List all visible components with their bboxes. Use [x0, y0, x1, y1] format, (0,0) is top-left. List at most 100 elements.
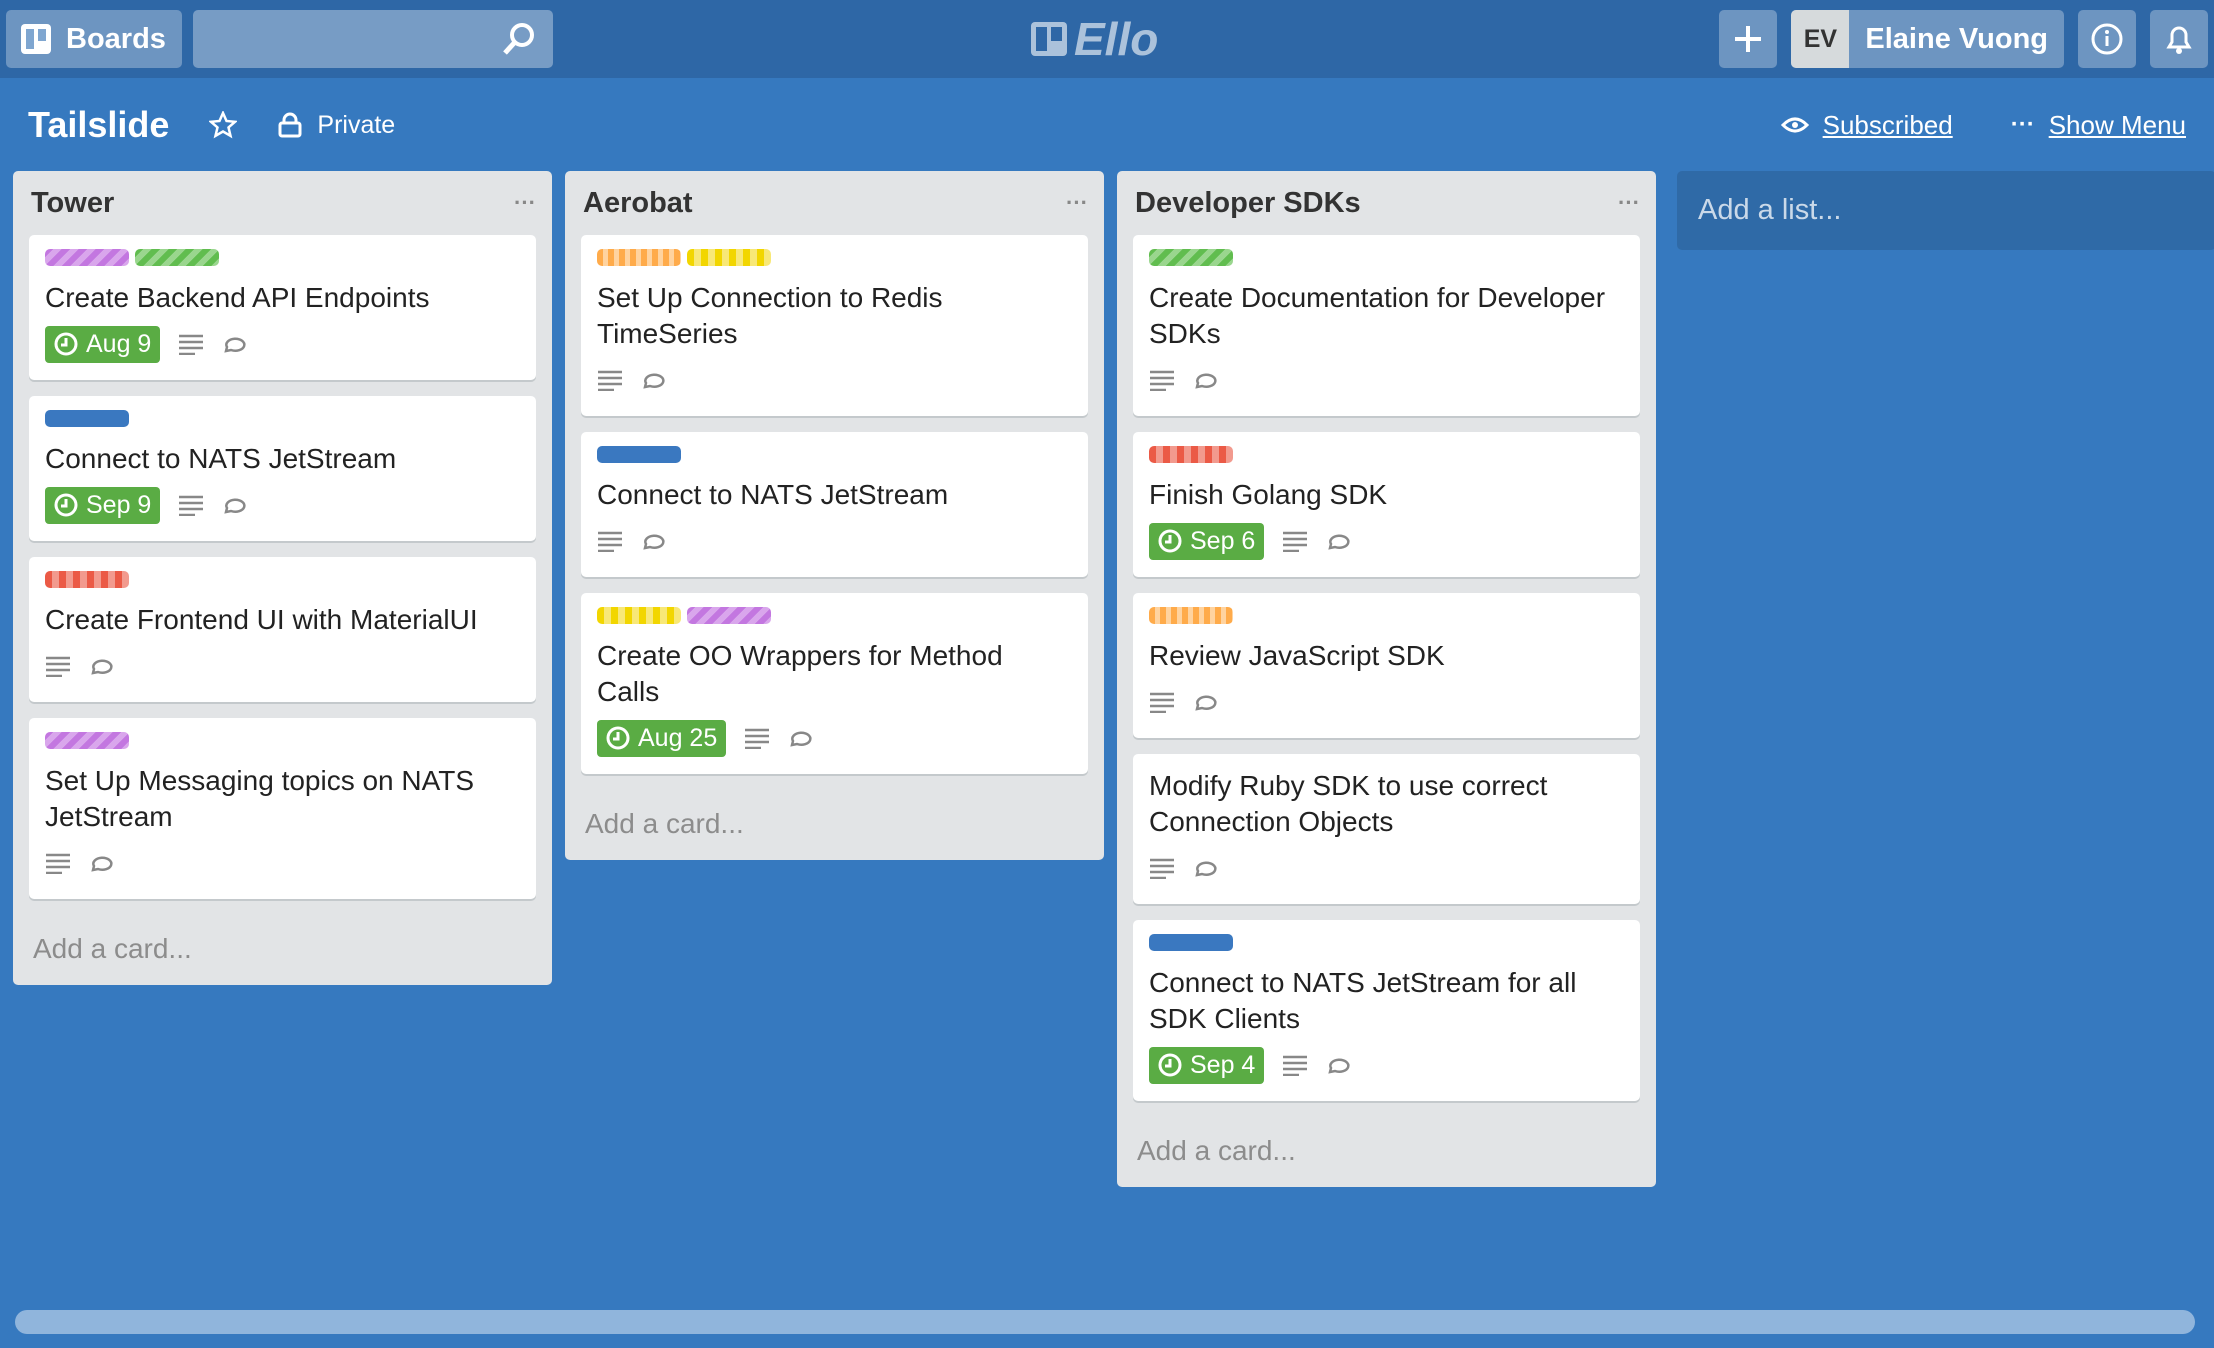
- badges: Aug 25: [597, 718, 1072, 758]
- description-icon: [46, 853, 70, 874]
- board-header: Tailslide Private Subscribed ··· Show Me…: [0, 78, 2214, 172]
- badges: [597, 521, 1072, 561]
- card[interactable]: Set Up Messaging topics on NATS JetStrea…: [29, 718, 536, 899]
- list-menu[interactable]: ···: [1066, 190, 1088, 215]
- badges: Sep 6: [1149, 521, 1624, 561]
- user-name: Elaine Vuong: [1865, 22, 2048, 55]
- card[interactable]: Create Frontend UI with MaterialUI: [29, 557, 536, 702]
- add-card[interactable]: Add a card...: [33, 933, 192, 964]
- label: [45, 249, 129, 266]
- label: [597, 446, 681, 463]
- card[interactable]: Create Backend API Endpoints Aug 9: [29, 235, 536, 380]
- label: [1149, 249, 1233, 266]
- list-name[interactable]: Developer SDKs: [1135, 186, 1361, 219]
- clock-icon: [54, 332, 78, 356]
- bell-icon: [2166, 26, 2192, 54]
- comment-icon: [91, 856, 113, 872]
- show-menu-link[interactable]: Show Menu: [2048, 109, 2186, 140]
- notifications-button[interactable]: [2150, 10, 2208, 68]
- add-card[interactable]: Add a card...: [1137, 1135, 1296, 1166]
- boards-button[interactable]: Boards: [6, 10, 182, 68]
- description-icon: [1283, 1055, 1308, 1076]
- subscribed-link[interactable]: Subscribed: [1822, 109, 1953, 140]
- description-icon: [1283, 531, 1308, 552]
- badges: Aug 9: [45, 324, 520, 364]
- card[interactable]: Connect to NATS JetStream for all SDK Cl…: [1133, 920, 1640, 1101]
- card[interactable]: Review JavaScript SDK: [1133, 593, 1640, 738]
- card-title: Set Up Messaging topics on NATS JetStrea…: [45, 765, 475, 832]
- comment-icon: [643, 373, 665, 389]
- comment-icon: [1195, 861, 1217, 877]
- info-button[interactable]: [2078, 10, 2136, 68]
- card[interactable]: Create OO Wrappers for Method Calls Aug 2…: [581, 593, 1088, 774]
- list-header: Tower ···: [29, 171, 536, 235]
- clock-icon: [1158, 1053, 1182, 1077]
- card-title: Create OO Wrappers for Method Calls: [597, 640, 1003, 707]
- card[interactable]: Connect to NATS JetStream: [581, 432, 1088, 577]
- star-icon[interactable]: [209, 111, 238, 139]
- badges: [45, 646, 520, 686]
- description-icon: [179, 334, 204, 355]
- add-list[interactable]: Add a list...: [1677, 171, 2214, 250]
- card[interactable]: Create Documentation for Developer SDKs: [1133, 235, 1640, 416]
- description-icon: [1150, 858, 1174, 879]
- comment-icon: [91, 659, 113, 675]
- due-badge: Aug 25: [597, 719, 727, 757]
- labels: [597, 446, 1072, 463]
- card-title: Create Backend API Endpoints: [45, 282, 430, 313]
- card[interactable]: Modify Ruby SDK to use correct Connectio…: [1133, 754, 1640, 904]
- card[interactable]: Finish Golang SDK Sep 6: [1133, 432, 1640, 577]
- due-badge: Sep 6: [1149, 522, 1265, 560]
- comment-icon: [1195, 373, 1217, 389]
- add-button[interactable]: [1719, 10, 1778, 68]
- card-title: Finish Golang SDK: [1149, 479, 1388, 510]
- due-date: Sep 6: [1190, 526, 1256, 555]
- label: [597, 607, 681, 624]
- list-name[interactable]: Tower: [31, 186, 115, 219]
- due-badge: Aug 9: [45, 325, 161, 363]
- labels: [45, 571, 520, 588]
- labels: [45, 410, 520, 427]
- description-icon: [1150, 692, 1174, 713]
- comment-icon: [1328, 1058, 1350, 1074]
- card-title: Connect to NATS JetStream: [597, 479, 949, 510]
- list: Tower ··· Create Backend API Endpoints Aug …: [13, 171, 552, 985]
- card-title: Create Documentation for Developer SDKs: [1149, 282, 1606, 349]
- labels: [1149, 934, 1624, 951]
- comment-icon: [1195, 695, 1217, 711]
- list-menu[interactable]: ···: [514, 190, 536, 215]
- boards-icon: [21, 24, 51, 54]
- badges: [597, 360, 1072, 400]
- label: [45, 732, 129, 749]
- logo[interactable]: Ello: [1030, 12, 1158, 66]
- plus-icon: [1735, 26, 1762, 52]
- header-right: EV Elaine Vuong: [1719, 10, 2208, 68]
- description-icon: [46, 656, 70, 677]
- scrollbar[interactable]: [15, 1310, 2195, 1334]
- label: [597, 249, 681, 266]
- labels: [45, 249, 520, 266]
- due-date: Aug 9: [86, 329, 152, 358]
- badges: [45, 843, 520, 883]
- menu-dots: ···: [2010, 111, 2035, 138]
- label: [687, 249, 771, 266]
- add-card[interactable]: Add a card...: [585, 808, 744, 839]
- card[interactable]: Connect to NATS JetStream Sep 9: [29, 396, 536, 541]
- search-box[interactable]: [192, 10, 553, 68]
- board-title[interactable]: Tailslide: [28, 104, 170, 145]
- card-title: Review JavaScript SDK: [1149, 640, 1445, 671]
- lock-icon: [278, 112, 302, 138]
- list-name[interactable]: Aerobat: [583, 186, 693, 219]
- user-button[interactable]: EV Elaine Vuong: [1791, 10, 2064, 68]
- clock-icon: [54, 493, 78, 517]
- list-menu[interactable]: ···: [1618, 190, 1640, 215]
- comment-icon: [224, 337, 246, 353]
- description-icon: [598, 370, 622, 391]
- list: Aerobat ··· Set Up Connection to Redis Tim…: [565, 171, 1104, 860]
- labels: [1149, 249, 1624, 266]
- list-header: Developer SDKs ···: [1133, 171, 1640, 235]
- card[interactable]: Set Up Connection to Redis TimeSeries: [581, 235, 1088, 416]
- visibility[interactable]: Private: [317, 110, 396, 139]
- info-icon: [2091, 23, 2123, 55]
